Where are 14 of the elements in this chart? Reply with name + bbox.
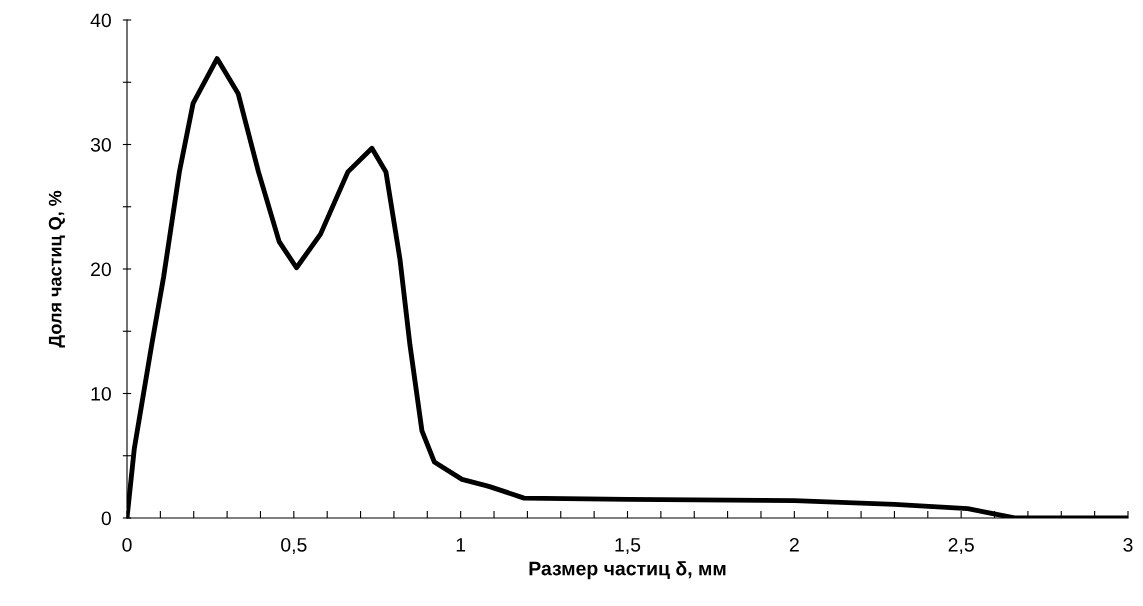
y-tick-label: 20 [91, 262, 111, 277]
x-tick-label: 1 [456, 538, 466, 552]
x-tick-label: 0 [122, 537, 132, 552]
x-tick-label: 1,5 [615, 538, 641, 555]
y-tick-label: 0 [101, 511, 111, 526]
y-tick-label: 10 [91, 386, 111, 401]
y-axis-title: Доля частиц Q, % [48, 190, 65, 348]
y-tick-label: 40 [90, 13, 111, 28]
x-tick-label: 2 [789, 537, 799, 552]
y-tick-label: 30 [90, 137, 111, 152]
x-axis-title: Размер частиц δ, мм [529, 561, 726, 580]
x-tick-label: 0,5 [281, 537, 307, 555]
x-tick-label: 2,5 [948, 537, 974, 555]
x-tick-label: 3 [1123, 537, 1133, 552]
